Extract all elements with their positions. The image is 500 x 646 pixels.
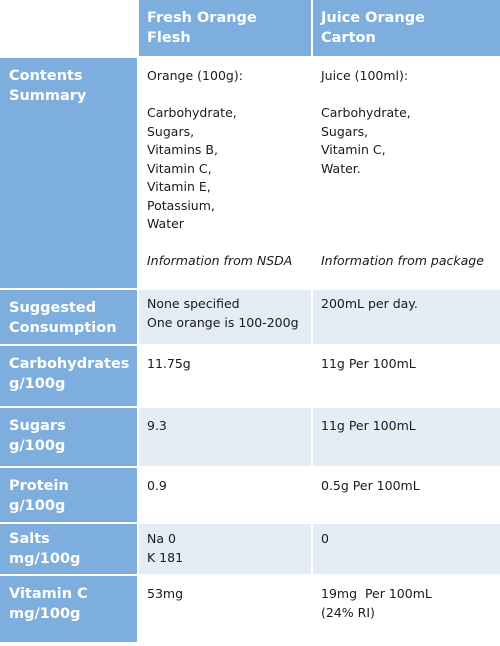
fresh-salts-line-2: K 181: [147, 549, 184, 565]
fresh-salts-line-1: Na 0: [147, 531, 176, 546]
cell-juice-carbohydrates: 11g Per 100mL: [313, 346, 500, 406]
cell-fresh-contents: Orange (100g): Carbohydrate, Sugars, Vit…: [139, 58, 311, 288]
cell-juice-salts: 0: [313, 524, 500, 574]
juice-carbohydrates-value: 11g Per 100mL: [321, 356, 416, 371]
row-label-vitamin-c: Vitamin C mg/100g: [0, 576, 137, 642]
row-label-line-1: Contents: [9, 68, 83, 84]
cell-juice-contents: Juice (100ml): Carbohydrate, Sugars, Vit…: [313, 58, 500, 288]
cell-fresh-vitamin-c: 53mg: [139, 576, 311, 642]
header-juice-line-2: Carton: [321, 30, 376, 46]
fresh-sugars-value: 9.3: [147, 418, 167, 433]
juice-item: Carbohydrate,: [321, 105, 411, 120]
fresh-item: Vitamins B,: [147, 142, 218, 157]
row-label-line-2: mg/100g: [9, 551, 81, 567]
juice-sugars-value: 11g Per 100mL: [321, 418, 416, 433]
juice-protein-value: 0.5g Per 100mL: [321, 478, 420, 493]
fresh-protein-value: 0.9: [147, 478, 167, 493]
row-label-line-2: g/100g: [9, 376, 66, 392]
fresh-item: Carbohydrate,: [147, 105, 237, 120]
juice-vitamin-c-line-2: (24% RI): [321, 604, 375, 620]
row-label-line-2: Consumption: [9, 320, 117, 336]
cell-juice-sugars: 11g Per 100mL: [313, 408, 500, 466]
juice-item: Sugars,: [321, 123, 369, 139]
fresh-consumption-line-1: None specified: [147, 296, 240, 311]
row-label-sugars: Sugars g/100g: [0, 408, 137, 466]
fresh-item: Water: [147, 216, 184, 231]
juice-source-note: Information from package: [321, 253, 484, 268]
row-label-line-1: Vitamin C: [9, 586, 88, 602]
fresh-item: Vitamin E,: [147, 179, 211, 194]
cell-juice-consumption: 200mL per day.: [313, 290, 500, 344]
row-label-contents-summary: Contents Summary: [0, 58, 137, 288]
cell-juice-vitamin-c: 19mg Per 100mL (24% RI): [313, 576, 500, 642]
juice-salts-value: 0: [321, 531, 329, 546]
juice-vitamin-c-line-1: 19mg Per 100mL: [321, 586, 432, 601]
juice-contents-intro: Juice (100ml):: [321, 68, 409, 83]
row-label-carbohydrates: Carbohydrates g/100g: [0, 346, 137, 406]
cell-fresh-consumption: None specified One orange is 100-200g: [139, 290, 311, 344]
fresh-carbohydrates-value: 11.75g: [147, 356, 191, 371]
row-label-line-1: Sugars: [9, 418, 66, 434]
row-label-line-2: mg/100g: [9, 606, 81, 622]
row-label-line-2: g/100g: [9, 438, 66, 454]
juice-consumption-line-1: 200mL per day.: [321, 296, 418, 311]
row-label-suggested-consumption: Suggested Consumption: [0, 290, 137, 344]
row-label-protein: Protein g/100g: [0, 468, 137, 522]
cell-fresh-carbohydrates: 11.75g: [139, 346, 311, 406]
header-corner-cell: [0, 0, 137, 56]
header-fresh-line-1: Fresh Orange: [147, 10, 257, 26]
row-label-line-1: Carbohydrates: [9, 356, 130, 372]
row-label-salts: Salts mg/100g: [0, 524, 137, 574]
fresh-vitamin-c-value: 53mg: [147, 586, 184, 601]
fresh-item: Sugars,: [147, 123, 195, 139]
juice-item: Water.: [321, 160, 361, 176]
row-label-line-1: Protein: [9, 478, 69, 494]
cell-fresh-salts: Na 0 K 181: [139, 524, 311, 574]
header-fresh-orange: Fresh Orange Flesh: [139, 0, 311, 56]
fresh-item: Vitamin C,: [147, 160, 212, 176]
row-label-line-1: Salts: [9, 531, 50, 547]
row-label-line-2: g/100g: [9, 498, 66, 514]
fresh-item: Potassium,: [147, 197, 215, 213]
cell-fresh-protein: 0.9: [139, 468, 311, 522]
row-label-line-1: Suggested: [9, 300, 97, 316]
header-fresh-line-2: Flesh: [147, 30, 191, 46]
fresh-consumption-line-2: One orange is 100-200g: [147, 314, 299, 330]
fresh-contents-intro: Orange (100g):: [147, 68, 243, 83]
juice-item: Vitamin C,: [321, 142, 386, 157]
header-juice-orange: Juice Orange Carton: [313, 0, 500, 56]
cell-juice-protein: 0.5g Per 100mL: [313, 468, 500, 522]
row-label-line-2: Summary: [9, 88, 87, 104]
fresh-source-note: Information from NSDA: [147, 253, 293, 268]
cell-fresh-sugars: 9.3: [139, 408, 311, 466]
header-juice-line-1: Juice Orange: [321, 10, 425, 26]
